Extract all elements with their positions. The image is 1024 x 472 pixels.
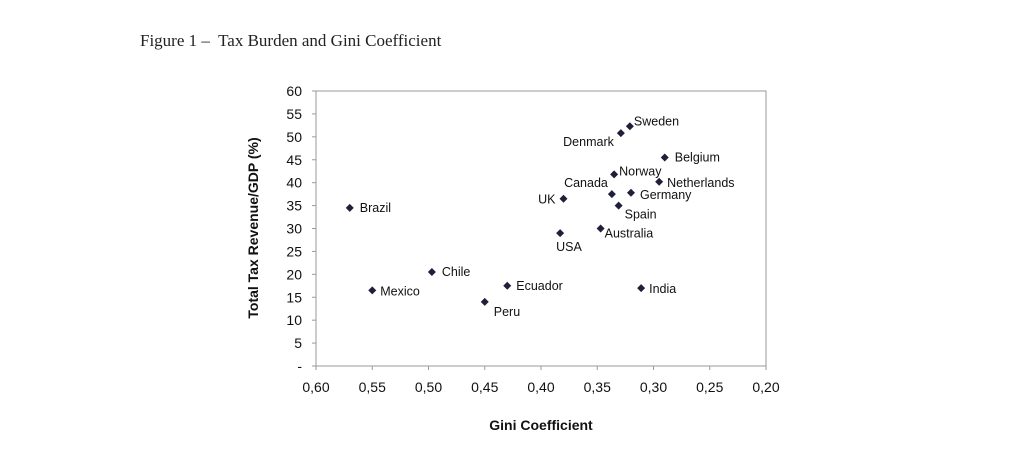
data-point-marker bbox=[503, 281, 512, 290]
data-point-label: Brazil bbox=[360, 201, 391, 215]
point-labels: Brazil Mexico Chile Peru Ecuador UK USA Austral… bbox=[360, 114, 735, 319]
data-point-marker bbox=[616, 129, 625, 138]
y-tick-label: 25 bbox=[286, 243, 302, 259]
data-point-label: Mexico bbox=[380, 284, 420, 298]
x-tick-label: 0,20 bbox=[752, 379, 779, 395]
data-point-label: Norway bbox=[619, 164, 662, 178]
y-tick-label: 30 bbox=[286, 221, 302, 237]
y-tick-label: 45 bbox=[286, 152, 302, 168]
data-point-label: Chile bbox=[442, 265, 471, 279]
y-tick-label: 55 bbox=[286, 106, 302, 122]
y-tick-label: 50 bbox=[286, 129, 302, 145]
data-point-label: Netherlands bbox=[667, 176, 734, 190]
x-tick-label: 0,60 bbox=[302, 379, 329, 395]
y-tick-label: 20 bbox=[286, 266, 302, 282]
x-tick-label: 0,35 bbox=[584, 379, 611, 395]
data-point-marker bbox=[660, 153, 669, 162]
y-tick-label: 35 bbox=[286, 198, 302, 214]
data-point-marker bbox=[480, 297, 489, 306]
data-point-label: Australia bbox=[605, 227, 654, 241]
data-point-label: Ecuador bbox=[516, 279, 563, 293]
data-point-marker bbox=[637, 284, 646, 293]
data-point-label: Sweden bbox=[634, 114, 679, 128]
data-points bbox=[345, 122, 669, 306]
data-point-label: Spain bbox=[625, 208, 657, 222]
data-point-marker bbox=[556, 229, 565, 238]
data-point-marker bbox=[607, 190, 616, 199]
y-tick-label: 5 bbox=[294, 335, 302, 351]
data-point-label: Canada bbox=[564, 176, 608, 190]
y-tick-label: - bbox=[297, 358, 302, 374]
data-point-marker bbox=[368, 286, 377, 295]
data-point-marker bbox=[345, 203, 354, 212]
data-point-marker bbox=[627, 188, 635, 197]
data-point-marker bbox=[559, 194, 568, 203]
data-point-marker bbox=[610, 170, 619, 179]
figure-title: Figure 1 – Tax Burden and Gini Coefficie… bbox=[140, 31, 442, 50]
data-point-label: Denmark bbox=[563, 135, 614, 149]
y-tick-label: 60 bbox=[286, 83, 302, 99]
y-tick-label: 15 bbox=[286, 289, 302, 305]
y-tick-label: 10 bbox=[286, 312, 302, 328]
data-point-marker bbox=[614, 201, 623, 210]
data-point-label: Belgium bbox=[675, 150, 720, 164]
x-tick-label: 0,25 bbox=[696, 379, 723, 395]
data-point-label: UK bbox=[538, 193, 556, 207]
data-point-label: India bbox=[649, 282, 676, 296]
data-point-label: Germany bbox=[640, 188, 692, 202]
data-point-label: Peru bbox=[494, 305, 520, 319]
plot-area bbox=[315, 90, 767, 367]
x-tick-label: 0,40 bbox=[527, 379, 554, 395]
data-point-marker bbox=[596, 224, 605, 233]
x-axis-title: Gini Coefficient bbox=[489, 417, 593, 433]
x-tick-label: 0,55 bbox=[359, 379, 386, 395]
y-axis-ticks: - 5 10 15 20 25 30 35 40 45 50 55 60 bbox=[286, 83, 316, 374]
y-tick-label: 40 bbox=[286, 175, 302, 191]
x-tick-label: 0,45 bbox=[471, 379, 498, 395]
x-axis-ticks: 0,60 0,55 0,50 0,45 0,40 0,35 0,30 0,25 0,20 bbox=[302, 366, 780, 395]
data-point-marker bbox=[655, 177, 664, 186]
data-point-label: USA bbox=[556, 240, 582, 254]
y-axis-title: Total Tax Revenue/GDP (%) bbox=[245, 137, 261, 318]
data-point-marker bbox=[625, 122, 634, 131]
x-tick-label: 0,50 bbox=[415, 379, 442, 395]
data-point-marker bbox=[427, 268, 436, 277]
x-tick-label: 0,30 bbox=[640, 379, 667, 395]
